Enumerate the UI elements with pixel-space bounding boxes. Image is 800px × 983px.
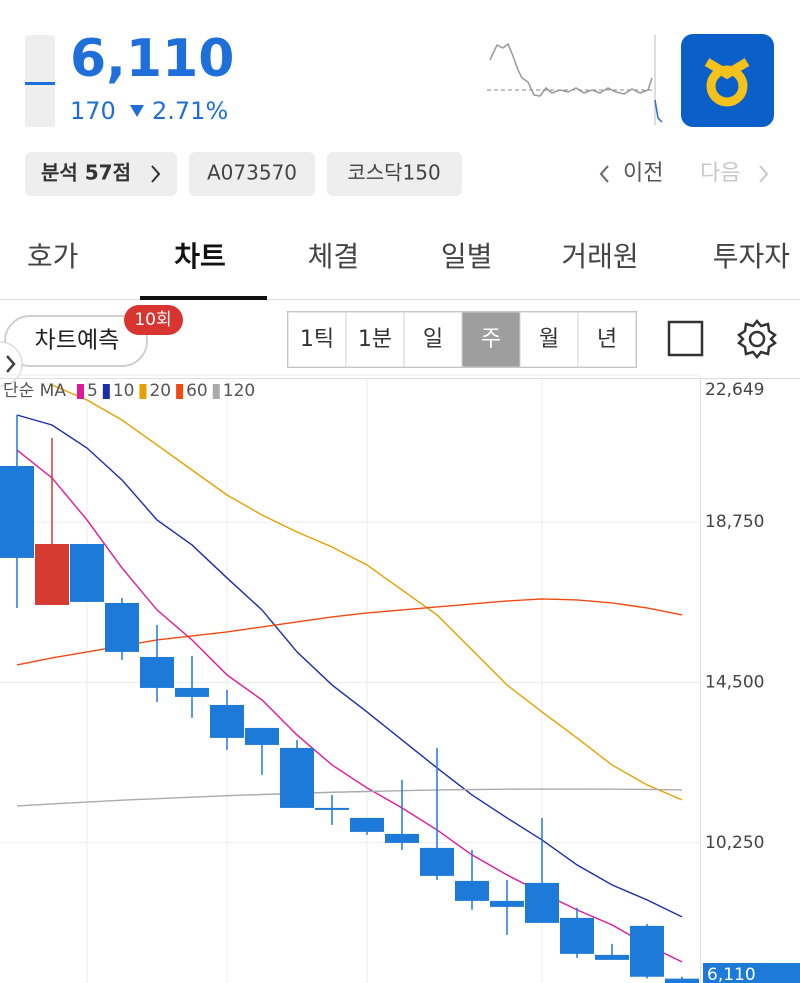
ma-line bbox=[51, 384, 683, 801]
tag-label: A073570 bbox=[207, 161, 297, 185]
price: 6,110 bbox=[70, 29, 234, 89]
layout-icon[interactable] bbox=[667, 320, 704, 357]
candle-body bbox=[665, 978, 699, 983]
ma-line bbox=[16, 414, 683, 918]
period-label: 일 bbox=[423, 327, 443, 352]
prev-button[interactable]: 이전 bbox=[623, 161, 663, 186]
period-label: 주 bbox=[481, 327, 501, 352]
legend-swatch bbox=[102, 384, 110, 399]
tag[interactable]: 분석 57점 bbox=[25, 152, 177, 196]
period-button[interactable] bbox=[345, 311, 405, 368]
candle-body bbox=[0, 466, 34, 558]
tab-indicator bbox=[140, 296, 267, 300]
company-logo[interactable] bbox=[681, 34, 774, 127]
period-button[interactable] bbox=[403, 311, 463, 368]
candle-body bbox=[210, 704, 244, 738]
price-tag bbox=[703, 963, 800, 983]
y-tick-label: 10,250 bbox=[705, 833, 764, 853]
candle-body bbox=[70, 543, 104, 602]
change: 170 bbox=[70, 97, 116, 125]
vertical-grid bbox=[86, 379, 543, 983]
candle-body bbox=[630, 925, 664, 977]
y-tick-label: 18,750 bbox=[705, 512, 764, 532]
candle-body bbox=[175, 687, 209, 697]
period-button[interactable] bbox=[287, 311, 347, 368]
legend-label: 20 bbox=[149, 381, 171, 401]
candle-body bbox=[140, 656, 174, 688]
candle-body bbox=[490, 900, 524, 907]
candle-body bbox=[385, 833, 419, 843]
gauge-marker bbox=[25, 82, 55, 85]
candle-body bbox=[455, 880, 489, 901]
candle-body bbox=[595, 954, 629, 960]
legend-label: 10 bbox=[113, 381, 135, 401]
ma-line bbox=[16, 788, 683, 807]
plot bbox=[0, 384, 699, 983]
candle-body bbox=[420, 847, 454, 876]
predict-label: 차트예측 bbox=[35, 328, 120, 354]
next-button[interactable]: 다음 bbox=[700, 161, 740, 186]
legend-title: 단순 MA bbox=[3, 381, 66, 401]
side-arrow bbox=[6, 355, 16, 373]
candle-body bbox=[350, 817, 384, 832]
legend-label: 120 bbox=[223, 381, 255, 401]
tab[interactable]: 호가 bbox=[27, 240, 79, 273]
legend-swatch bbox=[176, 384, 184, 399]
y-tick-label: 22,649 bbox=[705, 380, 764, 400]
legend-label: 60 bbox=[186, 381, 208, 401]
legend-swatch bbox=[77, 384, 84, 399]
candle-body bbox=[560, 917, 594, 954]
candle-body bbox=[105, 602, 139, 652]
badge-label: 10회 bbox=[134, 310, 171, 330]
period-button[interactable] bbox=[577, 311, 637, 368]
legend-label: 5 bbox=[87, 381, 98, 401]
tab[interactable]: 차트 bbox=[174, 240, 226, 273]
legend-swatch bbox=[212, 384, 220, 399]
change-pct: 2.71% bbox=[152, 97, 228, 125]
tab[interactable]: 일별 bbox=[441, 240, 493, 273]
predict-button[interactable] bbox=[4, 315, 148, 367]
tag-label: 코스닥150 bbox=[347, 161, 440, 185]
tab[interactable]: 거래원 bbox=[561, 240, 638, 273]
period-label: 1틱 bbox=[300, 327, 334, 352]
candle-body bbox=[245, 727, 279, 745]
tag[interactable]: 코스닥150 bbox=[327, 152, 462, 196]
settings-icon[interactable] bbox=[737, 318, 777, 360]
y-tick-label: 14,500 bbox=[705, 672, 764, 692]
mini-gauge bbox=[25, 35, 55, 127]
logo-emblem bbox=[704, 58, 750, 107]
candle-body bbox=[315, 807, 349, 810]
period-label: 1분 bbox=[358, 327, 392, 352]
next-arrow bbox=[759, 165, 769, 183]
prev-arrow bbox=[599, 165, 609, 183]
period-label: 월 bbox=[539, 327, 559, 352]
tab[interactable]: 투자자 bbox=[713, 240, 790, 273]
tab[interactable]: 체결 bbox=[308, 240, 360, 273]
badge bbox=[124, 305, 183, 335]
candle-body bbox=[280, 747, 314, 808]
candle-body bbox=[525, 882, 559, 923]
ma-line bbox=[16, 449, 683, 963]
tag-label: 분석 57점 bbox=[41, 161, 131, 185]
down-arrow bbox=[130, 105, 144, 117]
period-label: 년 bbox=[597, 327, 617, 352]
legend-swatch bbox=[139, 384, 147, 399]
sparkline bbox=[487, 35, 663, 125]
price-tag-label: 6,110 bbox=[707, 965, 756, 983]
tag[interactable]: A073570 bbox=[189, 152, 315, 196]
candle-body bbox=[35, 543, 69, 605]
period-button[interactable] bbox=[519, 311, 579, 368]
